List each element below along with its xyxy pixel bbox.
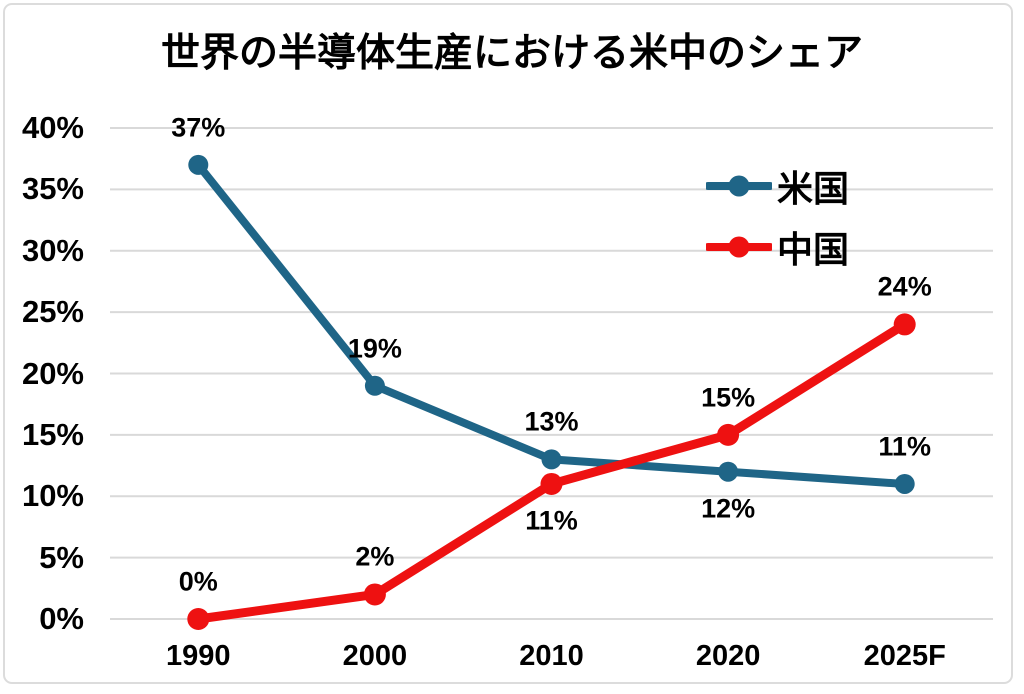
- data-label-us: 19%: [347, 333, 402, 364]
- data-point-china: [717, 423, 740, 446]
- data-label-us: 12%: [701, 493, 756, 524]
- y-tick-label: 40%: [21, 110, 84, 145]
- data-point-china: [363, 583, 386, 606]
- legend-label-china: 中国: [777, 229, 850, 270]
- data-point-china: [187, 608, 210, 630]
- figure-border: [3, 3, 1013, 684]
- data-point-china: [540, 472, 563, 495]
- legend-dot-china: [728, 236, 750, 258]
- data-point-china: [893, 313, 916, 336]
- data-point-us: [188, 154, 209, 175]
- data-point-us: [541, 449, 562, 470]
- x-tick-label: 2020: [695, 640, 761, 672]
- y-tick-label: 5%: [39, 539, 84, 575]
- x-tick-label: 2010: [519, 640, 584, 672]
- y-tick-label: 0%: [39, 601, 84, 636]
- y-tick-label: 35%: [21, 171, 84, 207]
- x-tick-label: 2000: [342, 640, 408, 672]
- y-tick-label: 25%: [21, 294, 84, 330]
- y-tick-label: 30%: [21, 232, 84, 268]
- data-point-us: [894, 473, 915, 494]
- data-label-us: 11%: [878, 431, 931, 462]
- data-label-us: 37%: [171, 112, 226, 143]
- series-line-china: [193, 319, 910, 624]
- data-label-china: 0%: [178, 566, 218, 597]
- x-tick-label: 2025F: [863, 640, 946, 672]
- legend-marker-china: [706, 236, 772, 258]
- legend-label-us: 米国: [777, 168, 850, 209]
- data-label-china: 11%: [525, 505, 578, 536]
- data-label-china: 24%: [877, 271, 932, 302]
- y-tick-label: 20%: [21, 355, 84, 391]
- data-point-us: [364, 375, 385, 396]
- y-tick-label: 10%: [21, 478, 84, 514]
- chart-title: 世界の半導体生産における米中のシェア: [160, 32, 863, 75]
- data-label-china: 2%: [355, 541, 395, 572]
- x-tick-label: 1990: [166, 640, 231, 672]
- legend-marker-us: [706, 175, 772, 197]
- data-point-us: [718, 461, 739, 482]
- legend-item-china: 中国: [706, 225, 849, 270]
- data-label-us: 13%: [524, 406, 579, 437]
- y-tick-label: 15%: [21, 416, 84, 452]
- legend-dot-us: [728, 175, 750, 197]
- legend-item-us: 米国: [706, 164, 849, 209]
- data-label-china: 15%: [701, 382, 756, 413]
